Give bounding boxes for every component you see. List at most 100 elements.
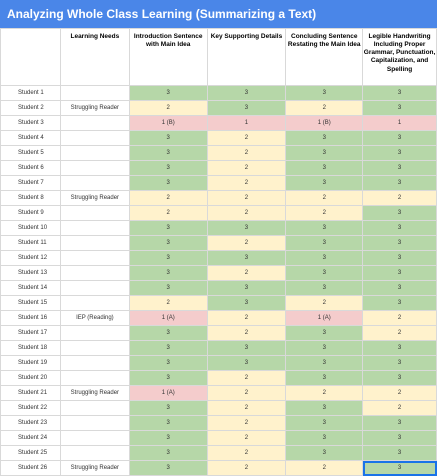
introduction-score-cell[interactable]: 2 — [128, 205, 208, 221]
learning-needs-cell[interactable] — [59, 145, 130, 161]
conclusion-score-cell[interactable]: 3 — [285, 280, 364, 296]
details-score-cell[interactable]: 2 — [206, 190, 287, 206]
handwriting-score-cell[interactable]: 2 — [362, 385, 437, 401]
introduction-score-cell[interactable]: 3 — [128, 160, 208, 176]
details-score-cell[interactable]: 2 — [206, 265, 287, 281]
handwriting-score-cell[interactable]: 3 — [362, 235, 437, 251]
conclusion-score-cell[interactable]: 1 (B) — [285, 115, 364, 131]
learning-needs-cell[interactable]: IEP (Reading) — [59, 310, 130, 326]
details-score-cell[interactable]: 2 — [206, 160, 287, 176]
conclusion-score-cell[interactable]: 3 — [285, 355, 364, 371]
conclusion-score-cell[interactable]: 2 — [285, 385, 364, 401]
details-score-cell[interactable]: 3 — [206, 295, 287, 311]
learning-needs-cell[interactable] — [59, 250, 130, 266]
introduction-score-cell[interactable]: 2 — [128, 190, 208, 206]
conclusion-score-cell[interactable]: 3 — [285, 85, 364, 101]
introduction-score-cell[interactable]: 3 — [128, 175, 208, 191]
conclusion-score-cell[interactable]: 3 — [285, 175, 364, 191]
student-name-cell[interactable]: Student 24 — [0, 430, 61, 446]
learning-needs-cell[interactable] — [59, 235, 130, 251]
conclusion-score-cell[interactable]: 2 — [285, 190, 364, 206]
student-name-cell[interactable]: Student 4 — [0, 130, 61, 146]
student-name-cell[interactable]: Student 6 — [0, 160, 61, 176]
header-student[interactable] — [0, 28, 61, 86]
handwriting-score-cell[interactable]: 3 — [362, 250, 437, 266]
learning-needs-cell[interactable] — [59, 325, 130, 341]
header-concluding-sentence[interactable]: Concluding Sentence Restating the Main I… — [285, 28, 364, 86]
conclusion-score-cell[interactable]: 3 — [285, 220, 364, 236]
student-name-cell[interactable]: Student 20 — [0, 370, 61, 386]
introduction-score-cell[interactable]: 3 — [128, 355, 208, 371]
student-name-cell[interactable]: Student 5 — [0, 145, 61, 161]
header-learning-needs[interactable]: Learning Needs — [59, 28, 130, 86]
conclusion-score-cell[interactable]: 2 — [285, 205, 364, 221]
introduction-score-cell[interactable]: 2 — [128, 100, 208, 116]
student-name-cell[interactable]: Student 12 — [0, 250, 61, 266]
handwriting-score-cell[interactable]: 1 — [362, 115, 437, 131]
conclusion-score-cell[interactable]: 3 — [285, 415, 364, 431]
details-score-cell[interactable]: 2 — [206, 145, 287, 161]
conclusion-score-cell[interactable]: 3 — [285, 130, 364, 146]
learning-needs-cell[interactable] — [59, 220, 130, 236]
conclusion-score-cell[interactable]: 1 (A) — [285, 310, 364, 326]
details-score-cell[interactable]: 2 — [206, 325, 287, 341]
details-score-cell[interactable]: 3 — [206, 85, 287, 101]
conclusion-score-cell[interactable]: 3 — [285, 235, 364, 251]
conclusion-score-cell[interactable]: 3 — [285, 370, 364, 386]
student-name-cell[interactable]: Student 10 — [0, 220, 61, 236]
conclusion-score-cell[interactable]: 3 — [285, 325, 364, 341]
introduction-score-cell[interactable]: 1 (A) — [128, 385, 208, 401]
student-name-cell[interactable]: Student 13 — [0, 265, 61, 281]
learning-needs-cell[interactable] — [59, 175, 130, 191]
conclusion-score-cell[interactable]: 2 — [285, 295, 364, 311]
handwriting-score-cell[interactable]: 3 — [362, 295, 437, 311]
introduction-score-cell[interactable]: 3 — [128, 415, 208, 431]
conclusion-score-cell[interactable]: 3 — [285, 145, 364, 161]
handwriting-score-cell[interactable]: 3 — [362, 445, 437, 461]
conclusion-score-cell[interactable]: 3 — [285, 400, 364, 416]
introduction-score-cell[interactable]: 3 — [128, 280, 208, 296]
handwriting-score-cell[interactable]: 3 — [362, 265, 437, 281]
details-score-cell[interactable]: 2 — [206, 385, 287, 401]
handwriting-score-cell[interactable]: 3 — [362, 460, 437, 476]
conclusion-score-cell[interactable]: 3 — [285, 250, 364, 266]
student-name-cell[interactable]: Student 25 — [0, 445, 61, 461]
handwriting-score-cell[interactable]: 3 — [362, 160, 437, 176]
learning-needs-cell[interactable] — [59, 445, 130, 461]
student-name-cell[interactable]: Student 8 — [0, 190, 61, 206]
details-score-cell[interactable]: 2 — [206, 310, 287, 326]
details-score-cell[interactable]: 2 — [206, 205, 287, 221]
introduction-score-cell[interactable]: 1 (B) — [128, 115, 208, 131]
student-name-cell[interactable]: Student 11 — [0, 235, 61, 251]
handwriting-score-cell[interactable]: 3 — [362, 205, 437, 221]
student-name-cell[interactable]: Student 3 — [0, 115, 61, 131]
handwriting-score-cell[interactable]: 3 — [362, 100, 437, 116]
header-introduction-sentence[interactable]: Introduction Sentence with Main Idea — [128, 28, 208, 86]
details-score-cell[interactable]: 1 — [206, 115, 287, 131]
student-name-cell[interactable]: Student 7 — [0, 175, 61, 191]
learning-needs-cell[interactable] — [59, 355, 130, 371]
student-name-cell[interactable]: Student 23 — [0, 415, 61, 431]
introduction-score-cell[interactable]: 1 (A) — [128, 310, 208, 326]
handwriting-score-cell[interactable]: 3 — [362, 280, 437, 296]
student-name-cell[interactable]: Student 17 — [0, 325, 61, 341]
learning-needs-cell[interactable] — [59, 400, 130, 416]
handwriting-score-cell[interactable]: 2 — [362, 400, 437, 416]
learning-needs-cell[interactable] — [59, 415, 130, 431]
introduction-score-cell[interactable]: 3 — [128, 445, 208, 461]
learning-needs-cell[interactable] — [59, 430, 130, 446]
learning-needs-cell[interactable] — [59, 280, 130, 296]
introduction-score-cell[interactable]: 3 — [128, 325, 208, 341]
student-name-cell[interactable]: Student 1 — [0, 85, 61, 101]
sheet-title[interactable]: Analyzing Whole Class Learning (Summariz… — [0, 0, 437, 28]
conclusion-score-cell[interactable]: 3 — [285, 160, 364, 176]
details-score-cell[interactable]: 3 — [206, 250, 287, 266]
student-name-cell[interactable]: Student 26 — [0, 460, 61, 476]
introduction-score-cell[interactable]: 3 — [128, 460, 208, 476]
details-score-cell[interactable]: 3 — [206, 220, 287, 236]
details-score-cell[interactable]: 2 — [206, 415, 287, 431]
details-score-cell[interactable]: 2 — [206, 235, 287, 251]
conclusion-score-cell[interactable]: 2 — [285, 460, 364, 476]
handwriting-score-cell[interactable]: 3 — [362, 85, 437, 101]
conclusion-score-cell[interactable]: 3 — [285, 445, 364, 461]
